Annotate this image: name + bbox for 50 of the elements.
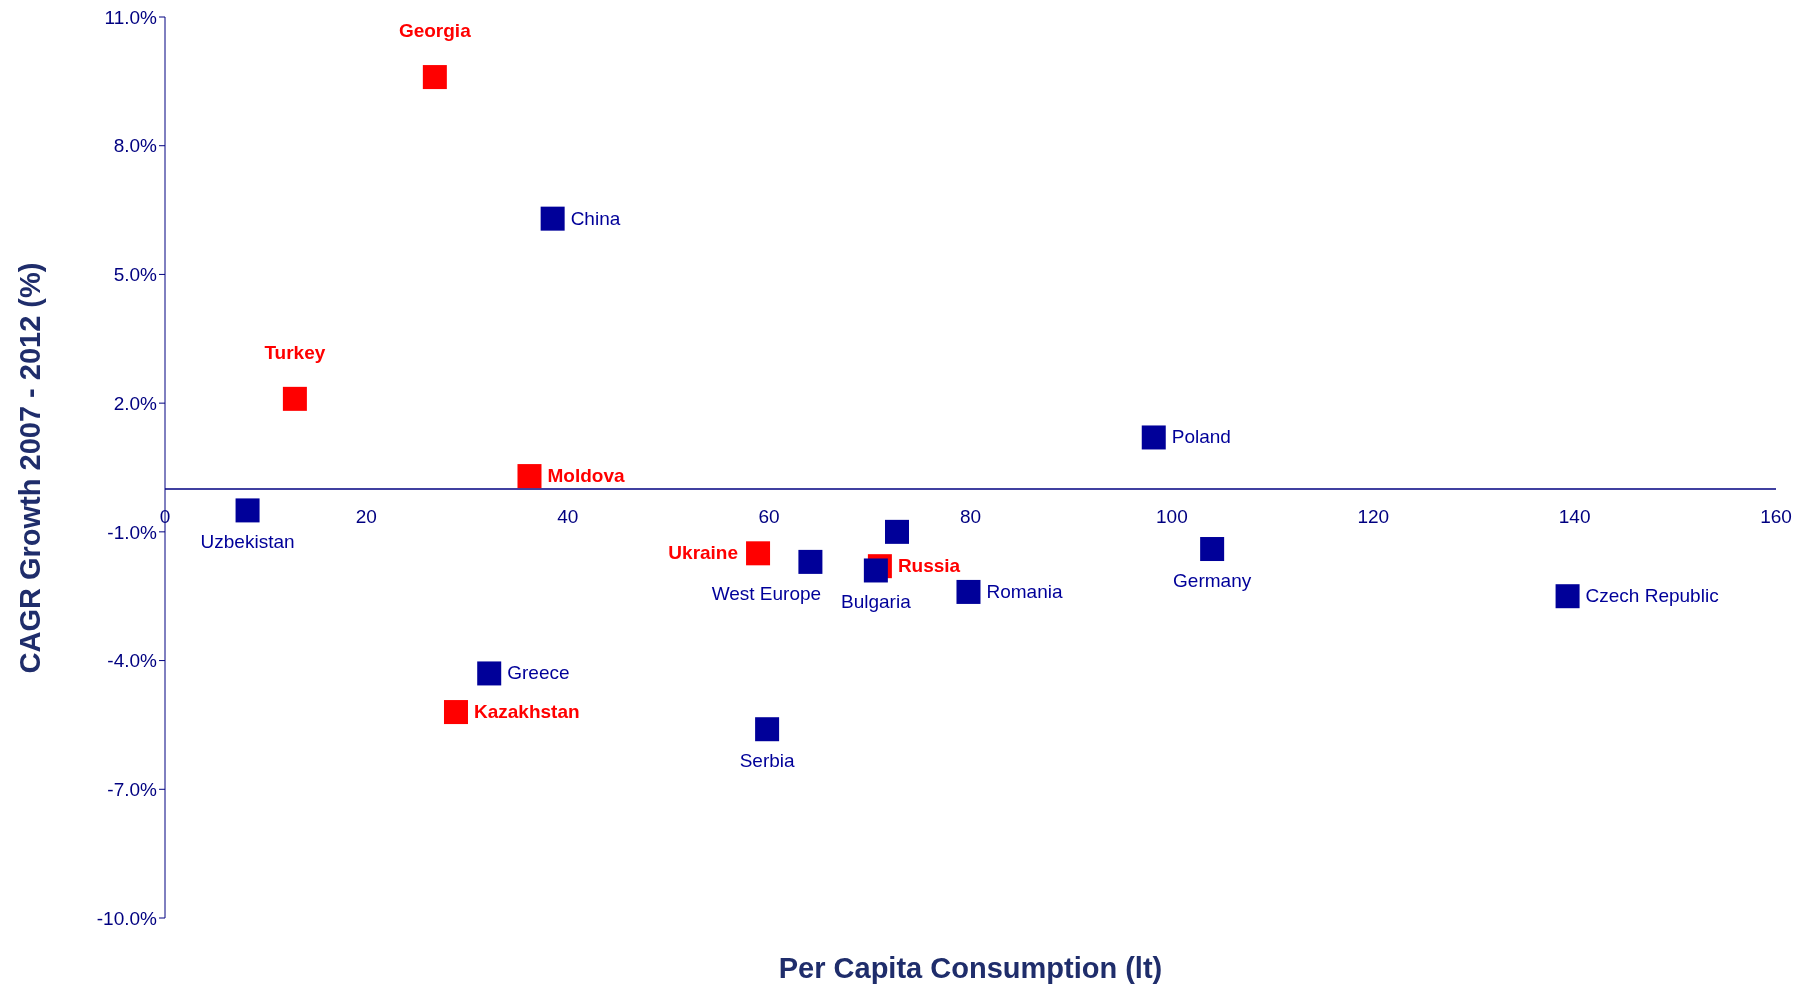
point	[1555, 584, 1580, 609]
y-tick-label: -4.0%	[107, 650, 158, 672]
data-label: Georgia	[398, 20, 472, 42]
x-axis-title: Per Capita Consumption (lt)	[778, 951, 1163, 985]
point	[443, 700, 468, 725]
point	[517, 464, 542, 489]
x-tick-label: 80	[959, 505, 982, 527]
point	[885, 519, 909, 544]
y-tick-label: -1.0%	[107, 521, 158, 543]
data-label: Romania	[986, 580, 1063, 602]
data-label: Moldova	[547, 465, 625, 487]
y-tick-label: 11.0%	[104, 6, 158, 28]
point	[956, 579, 981, 604]
data-label: Greece	[507, 662, 570, 684]
data-label: Ukraine	[668, 542, 739, 564]
data-label: Bulgaria	[840, 591, 912, 613]
point	[1141, 425, 1166, 450]
x-tick-label: 120	[1357, 505, 1390, 527]
point	[235, 498, 260, 523]
data-label: Kazakhstan	[473, 701, 580, 723]
point	[1200, 537, 1225, 562]
y-axis-title: CAGR Growth 2007 - 2012 (%)	[13, 262, 47, 673]
y-tick-label: 2.0%	[113, 392, 158, 414]
point	[477, 661, 502, 686]
point	[540, 206, 565, 231]
x-tick-label: 0	[159, 505, 171, 527]
point	[755, 717, 780, 742]
data-label: China	[570, 207, 621, 229]
x-tick-label: 20	[355, 505, 377, 527]
x-tick-label: 60	[758, 505, 780, 527]
y-tick-label: 8.0%	[113, 135, 158, 157]
data-label: Poland	[1171, 426, 1231, 448]
data-label: Germany	[1173, 570, 1252, 592]
x-tick-label: 140	[1558, 505, 1591, 527]
data-label: Russia	[897, 555, 961, 577]
point	[282, 386, 307, 411]
y-tick-label: -7.0%	[107, 779, 158, 801]
data-label: Serbia	[739, 750, 796, 772]
y-tick-label: 5.0%	[113, 264, 158, 286]
data-label: Turkey	[264, 341, 326, 363]
x-tick-label: 100	[1156, 505, 1188, 527]
y-tick-label: -10.0%	[96, 907, 158, 929]
x-tick-label: 160	[1760, 505, 1792, 527]
x-tick-label: 40	[557, 505, 579, 527]
data-label: Uzbekistan	[200, 531, 295, 553]
point	[422, 65, 447, 90]
data-label: Czech Republic	[1585, 585, 1719, 607]
point	[746, 541, 771, 566]
point	[798, 549, 823, 574]
data-label: West Europe	[711, 582, 822, 604]
